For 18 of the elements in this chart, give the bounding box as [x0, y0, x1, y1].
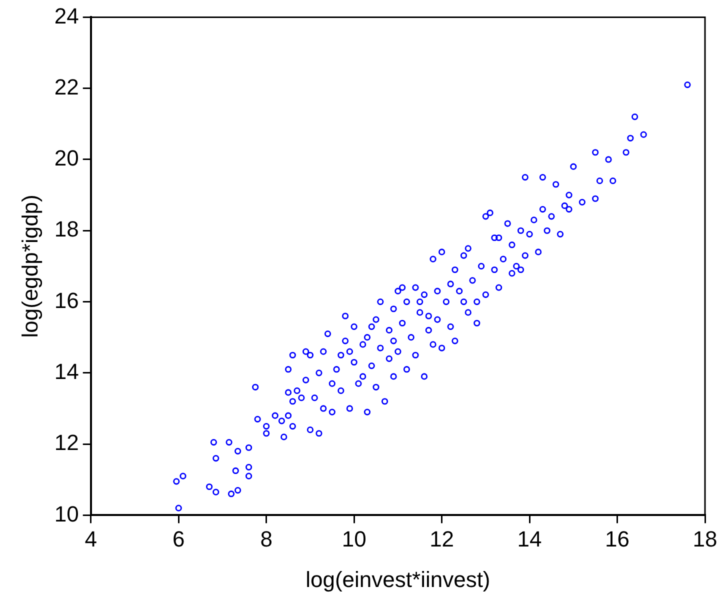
x-tick-label: 18: [692, 526, 718, 552]
x-tick-label: 12: [430, 526, 454, 552]
x-tick-label: 4: [84, 526, 97, 552]
y-tick-label: 24: [54, 3, 79, 28]
y-axis-title: log(egdp*igdp): [17, 194, 42, 338]
y-tick-label: 16: [54, 288, 79, 313]
x-tick-label: 8: [260, 526, 272, 552]
y-tick-label: 18: [54, 216, 79, 242]
y-tick-label: 20: [54, 146, 79, 171]
x-tick-label: 14: [517, 526, 542, 552]
y-tick-label: 10: [54, 501, 79, 526]
x-axis-title: log(einvest*iinvest): [306, 566, 490, 592]
x-tick-label: 10: [342, 526, 366, 552]
x-tick-label: 6: [172, 526, 185, 552]
y-tick-label: 14: [54, 358, 79, 384]
y-tick-label: 22: [54, 74, 79, 100]
y-tick-label: 12: [54, 430, 79, 456]
x-tick-label: 16: [605, 526, 630, 552]
